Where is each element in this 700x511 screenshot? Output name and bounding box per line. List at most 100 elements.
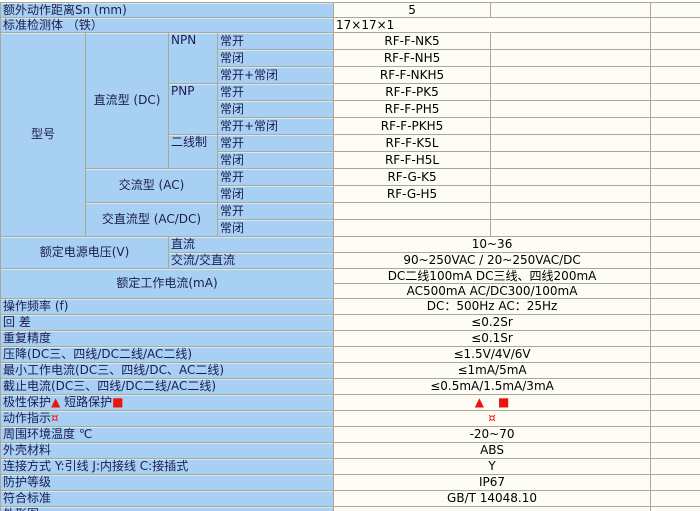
cropped-cell <box>650 49 700 67</box>
contact-no-cell: 常开 <box>216 168 335 186</box>
cropped-cell <box>650 298 700 315</box>
cropped-cell <box>650 506 700 511</box>
table-row: 操作频率 (f) DC：500Hz AC：25Hz <box>0 298 700 315</box>
model-number: RF-F-PK5 <box>333 83 492 101</box>
model-pnp-cell: PNP <box>168 83 218 135</box>
cropped-cell <box>650 252 700 269</box>
voltage-dc-label: 直流 <box>167 236 335 253</box>
table-row: 交直流型 (AC/DC) 常开 <box>1 202 700 237</box>
voltage-ac-value: 90~250VAC / 20~250VAC/DC <box>333 252 652 269</box>
table-row: 常闭 RF-F-NH5 <box>1 49 700 67</box>
spec-value-connection: Y <box>333 458 652 475</box>
cropped-cell <box>650 219 700 237</box>
empty-cell <box>490 117 652 135</box>
cropped-cell <box>650 314 700 331</box>
cropped-cell <box>650 100 700 118</box>
table-row: 型号 直流型 (DC) NPN 常开 RF-F-NK5 <box>0 32 700 237</box>
voltage-ac-label: 交流/交直流 <box>167 252 335 269</box>
table-row-cropped: 外形图 <box>0 506 700 511</box>
spec-value-protection: ▲ ■ <box>333 394 652 411</box>
square-icon: ■ <box>112 395 124 409</box>
triangle-icon: ▲ <box>474 395 484 409</box>
table-row: 交流型 (AC) 常开 RF-G-K5 <box>1 168 700 203</box>
table-row: 动作指示¤ ¤ <box>0 410 700 427</box>
contact-no-cell: 常开 <box>216 202 335 220</box>
contact-no-cell: 常开 <box>216 32 335 50</box>
table-row: PNP 常开 RF-F-PK5 <box>1 83 700 135</box>
current-ac-value: AC500mA AC/DC300/100mA <box>333 283 652 299</box>
empty-cell <box>490 49 652 67</box>
model-dc-cell: 直流型 (DC) <box>85 32 169 169</box>
empty-cell <box>490 202 652 220</box>
spec-value-housing-material: ABS <box>333 442 652 459</box>
triangle-icon: ▲ <box>51 395 61 409</box>
cropped-cell <box>650 346 700 363</box>
model-number: RF-F-NK5 <box>333 32 492 50</box>
model-twowire-cell: 二线制 <box>168 134 218 169</box>
table-row: 二线制 常开 RF-F-K5L <box>1 134 700 169</box>
contact-no-cell: 常开 <box>216 134 335 152</box>
spec-label-indicator: 动作指示¤ <box>0 410 335 427</box>
empty-cell <box>490 134 652 152</box>
spec-label-standard: 符合标准 <box>0 490 335 507</box>
spec-label-protection: 极性保护▲ 短路保护■ <box>0 394 335 411</box>
spec-value-repeatability: ≤0.1Sr <box>333 330 652 347</box>
model-number <box>333 202 492 220</box>
model-number: RF-G-H5 <box>333 185 492 203</box>
cropped-cell <box>650 442 700 459</box>
model-number: RF-G-K5 <box>333 168 492 186</box>
table-row: 常闭 RF-G-H5 <box>1 185 700 203</box>
model-number: RF-F-PKH5 <box>333 117 492 135</box>
table-row: 重复精度 ≤0.1Sr <box>0 330 700 347</box>
spec-label-off-current: 截止电流(DC三、四线/DC二线/AC二线) <box>0 378 335 395</box>
empty-cell <box>490 168 652 186</box>
table-row: 常闭 RF-F-PH5 <box>1 100 700 118</box>
cropped-cell <box>650 474 700 491</box>
contact-no-cell: 常开 <box>216 83 335 101</box>
contact-nc-cell: 常闭 <box>216 151 335 169</box>
cropped-cell <box>650 2 700 18</box>
cropped-cell <box>650 134 700 152</box>
cropped-cell <box>650 185 700 203</box>
model-ac-cell: 交流型 (AC) <box>85 168 218 203</box>
contact-nc-cell: 常闭 <box>216 185 335 203</box>
spec-value-indicator: ¤ <box>333 410 652 427</box>
model-title-cell: 型号 <box>0 32 86 237</box>
table-row: 交流/交直流 90~250VAC / 20~250VAC/DC <box>1 252 700 269</box>
spec-label-frequency: 操作频率 (f) <box>0 298 335 315</box>
spec-label-cropped: 外形图 <box>0 506 335 511</box>
empty-cell <box>490 185 652 203</box>
empty-cell <box>490 219 652 237</box>
table-row: 截止电流(DC三、四线/DC二线/AC二线) ≤0.5mA/1.5mA/3mA <box>0 378 700 395</box>
table-row: 外壳材料 ABS <box>0 442 700 459</box>
cropped-cell <box>650 17 700 33</box>
spec-value-voltage-drop: ≤1.5V/4V/6V <box>333 346 652 363</box>
spec-label-ambient-temp: 周围环境温度 ℃ <box>0 426 335 443</box>
cropped-cell <box>650 168 700 186</box>
spec-value-frequency: DC：500Hz AC：25Hz <box>333 298 652 315</box>
table-row: 极性保护▲ 短路保护■ ▲ ■ <box>0 394 700 411</box>
empty-cell <box>490 151 652 169</box>
spec-label-repeatability: 重复精度 <box>0 330 335 347</box>
table-row: 额定电源电压(V) 直流 10~36 <box>0 236 700 269</box>
operation-indicator-label: 动作指示 <box>3 411 52 425</box>
spec-value-ambient-temp: -20~70 <box>333 426 652 443</box>
cropped-cell <box>650 117 700 135</box>
model-number <box>333 219 492 237</box>
spec-value-operating-distance: 5 <box>333 2 492 18</box>
cropped-cell <box>650 458 700 475</box>
model-npn-cell: NPN <box>168 32 218 84</box>
empty-cell <box>490 32 652 50</box>
table-row: 压降(DC三、四线/DC二线/AC二线) ≤1.5V/4V/6V <box>0 346 700 363</box>
spec-label-voltage-drop: 压降(DC三、四线/DC二线/AC二线) <box>0 346 335 363</box>
empty-cell <box>333 506 652 511</box>
polarity-protection-label: 极性保护 <box>3 395 52 409</box>
indicator-lamp-icon: ¤ <box>488 411 496 425</box>
model-number: RF-F-PH5 <box>333 100 492 118</box>
spec-label-operating-distance: 额外动作距离Sn (mm) <box>0 2 335 18</box>
empty-cell <box>490 100 652 118</box>
voltage-dc-value: 10~36 <box>333 236 652 253</box>
contact-nonc-cell: 常开+常闭 <box>216 117 335 135</box>
cropped-cell <box>650 236 700 253</box>
cropped-cell <box>650 394 700 411</box>
